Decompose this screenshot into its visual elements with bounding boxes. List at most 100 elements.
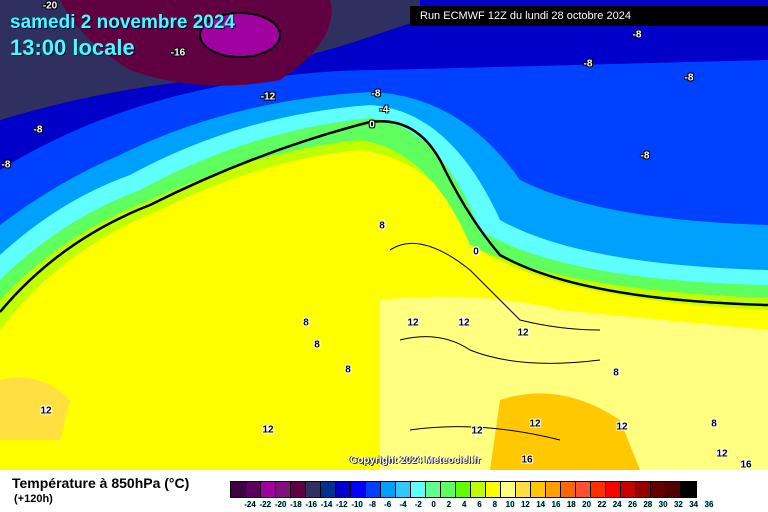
light-yellow-zone [380,296,768,470]
contour-label: 12 [471,425,483,437]
contour-label: -20 [42,0,58,12]
legend-swatch [681,482,696,497]
legend-tick: -20 [274,500,287,509]
contour-label: 12 [262,424,274,436]
contour-label: 12 [407,317,419,329]
forecast-date: samedi 2 novembre 2024 [10,12,235,33]
contour-label: 12 [616,421,628,433]
legend-tick: -4 [399,500,407,509]
legend-tick: -24 [244,500,256,509]
legend-tick: -6 [384,500,392,509]
contour-label: 8 [303,317,309,329]
legend-swatch [231,482,246,497]
legend-tick: -10 [351,500,363,509]
contour-label: 8 [613,367,619,379]
legend-swatch [606,482,621,497]
contour-label: -8 [583,58,593,70]
copyright: Copyright 2024 Meteociel.fr [350,455,481,466]
contour-label: 8 [379,220,385,232]
contour-label: -8 [371,88,381,100]
legend-tick: 6 [477,500,482,509]
legend-swatch [426,482,441,497]
legend-tick: 32 [673,500,683,509]
legend-swatch [501,482,516,497]
legend-swatch [396,482,411,497]
legend-swatch [441,482,456,497]
legend-swatch [411,482,426,497]
contour-label: 16 [740,459,752,471]
legend-tick: 14 [536,500,546,509]
contour-label: -8 [640,150,650,162]
legend-tick: -22 [259,500,272,509]
legend-tick: -2 [414,500,422,509]
legend-swatch [576,482,591,497]
legend-tick: -14 [320,500,333,509]
contour-label: 12 [458,317,470,329]
legend-swatch [306,482,321,497]
legend-tick: 16 [551,500,561,509]
legend-swatch [291,482,306,497]
legend-swatch [666,482,681,497]
coastline [389,242,601,441]
contour-label: -8 [1,159,11,171]
contour-label: 12 [529,418,541,430]
contour-label: -16 [170,47,186,59]
legend-swatch [276,482,291,497]
run-info: Run ECMWF 12Z du lundi 28 octobre 2024 [410,6,768,26]
legend-tick: 26 [628,500,637,509]
forecast-time: 13:00 locale [10,35,135,60]
legend-swatch [321,482,336,497]
legend-tick: 0 [431,500,436,509]
contour-label: 8 [345,364,351,376]
magenta-blob [199,12,281,58]
legend-title: Température à 850hPa (°C) [12,475,190,491]
legend-tick: 10 [505,500,515,509]
contour-label: 8 [314,339,320,351]
contour-label: -4 [379,104,389,116]
legend-tick: 30 [658,500,668,509]
contour-label: 0 [473,246,479,258]
legend-swatch [621,482,636,497]
contour-label: 16 [521,454,533,466]
contour-label: -8 [33,124,43,136]
legend-tick: -12 [336,500,348,509]
legend-swatch [351,482,366,497]
legend-swatch [636,482,651,497]
legend-swatch [531,482,546,497]
legend-swatch [336,482,351,497]
orange-zone-2 [0,377,70,440]
contour-label: 12 [40,405,52,417]
legend-swatch [651,482,666,497]
legend-tick: 4 [461,500,467,509]
contour-label: -8 [632,29,642,41]
legend-swatch [471,482,486,497]
legend-tick: 20 [582,500,592,509]
legend-swatch [366,482,381,497]
legend-tick: 12 [520,500,530,509]
legend-swatch [561,482,576,497]
color-scale [230,481,697,498]
legend-tick: 8 [492,500,498,509]
temperature-map [0,0,768,470]
zero-isotherm [0,119,768,313]
legend-swatch [381,482,396,497]
legend: Température à 850hPa (°C) (+120h) -24 -22… [0,470,768,512]
contour-label: -12 [260,91,276,103]
legend-tick: 36 [704,500,714,509]
legend-swatch [591,482,606,497]
legend-swatch [246,482,261,497]
legend-tick: -8 [368,500,376,509]
contour-label: 8 [711,418,717,430]
legend-tick: -16 [305,500,317,509]
legend-tick: 22 [597,500,607,509]
legend-swatch [486,482,501,497]
contour-label: 12 [517,327,529,339]
legend-swatch [546,482,561,497]
contour-label: 0 [369,119,375,131]
legend-tick: -18 [290,500,302,509]
legend-tick: 2 [446,500,452,509]
contour-label: -8 [684,72,694,84]
legend-tick: 24 [612,500,622,509]
legend-swatch [516,482,531,497]
